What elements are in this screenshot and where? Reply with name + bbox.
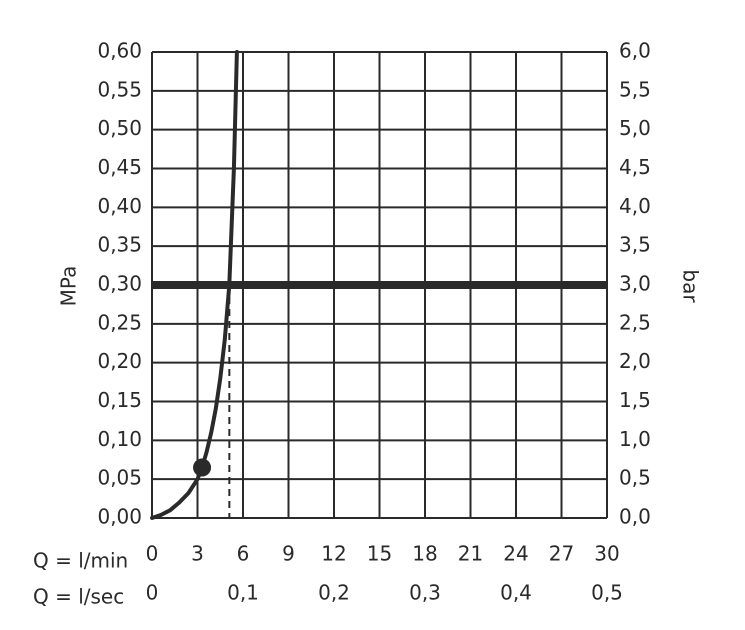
y-axis-left-label: MPa: [57, 266, 81, 307]
operating-point-marker: [193, 458, 212, 477]
y-right-tick-label: 0,5: [619, 466, 651, 490]
y-left-tick-label: 0,30: [97, 272, 142, 296]
x-secondary-tick-label: 0,4: [500, 581, 532, 605]
y-left-tick-label: 0,15: [97, 388, 142, 412]
x-primary-tick-label: 27: [549, 542, 574, 566]
y-axis-left-ticks: 0,00 0,05 0,10 0,15 0,20 0,25 0,30 0,35 0,40 0,45…: [97, 39, 142, 529]
y-left-tick-label: 0,45: [97, 155, 142, 179]
y-axis-right-label: bar: [679, 269, 703, 303]
x-primary-tick-label: 3: [191, 542, 204, 566]
x-secondary-tick-label: 0: [146, 581, 159, 605]
x-primary-tick-label: 21: [458, 542, 483, 566]
y-left-tick-label: 0,10: [97, 427, 142, 451]
x-secondary-tick-label: 0,2: [318, 581, 350, 605]
x-secondary-tick-label: 0,1: [227, 581, 259, 605]
y-left-tick-label: 0,00: [97, 505, 142, 529]
y-right-tick-label: 2,0: [619, 349, 651, 373]
y-right-tick-label: 5,0: [619, 116, 651, 140]
series-layer: [150, 50, 239, 520]
series-line: [150, 50, 239, 520]
y-right-tick-label: 1,5: [619, 388, 651, 412]
x-primary-tick-label: 0: [146, 542, 159, 566]
y-right-tick-label: 5,5: [619, 77, 651, 101]
x-secondary-tick-label: 0,5: [591, 581, 623, 605]
x-axis-primary-ticks: 0 3 6 9 12 15 18 21 24 27 30: [146, 542, 620, 566]
y-right-tick-label: 2,5: [619, 310, 651, 334]
x-primary-tick-label: 6: [237, 542, 250, 566]
y-left-tick-label: 0,05: [97, 466, 142, 490]
x-primary-tick-label: 18: [412, 542, 437, 566]
y-right-tick-label: 0,0: [619, 505, 651, 529]
y-right-tick-label: 1,0: [619, 427, 651, 451]
y-right-tick-label: 4,0: [619, 194, 651, 218]
y-right-tick-label: 4,5: [619, 155, 651, 179]
x-axis-secondary-label: Q = l/sec: [33, 585, 124, 609]
x-secondary-tick-label: 0,3: [409, 581, 441, 605]
y-axis-right-ticks: 0,0 0,5 1,0 1,5 2,0 2,5 3,0 3,5 4,0 4,5 5,0 5,5 6,0: [619, 39, 651, 529]
y-right-tick-label: 3,0: [619, 272, 651, 296]
y-left-tick-label: 0,40: [97, 194, 142, 218]
y-right-tick-label: 3,5: [619, 233, 651, 257]
x-axis-secondary-ticks: 0 0,1 0,2 0,3 0,4 0,5: [146, 581, 623, 605]
y-left-tick-label: 0,60: [97, 39, 142, 63]
y-left-tick-label: 0,35: [97, 233, 142, 257]
x-primary-tick-label: 24: [503, 542, 528, 566]
y-left-tick-label: 0,25: [97, 310, 142, 334]
x-axis-primary-label: Q = l/min: [33, 549, 128, 573]
x-primary-tick-label: 12: [321, 542, 346, 566]
x-primary-tick-label: 15: [367, 542, 392, 566]
x-primary-tick-label: 9: [282, 542, 295, 566]
y-left-tick-label: 0,20: [97, 349, 142, 373]
y-left-tick-label: 0,55: [97, 77, 142, 101]
x-primary-tick-label: 30: [594, 542, 619, 566]
y-right-tick-label: 6,0: [619, 39, 651, 63]
y-left-tick-label: 0,50: [97, 116, 142, 140]
